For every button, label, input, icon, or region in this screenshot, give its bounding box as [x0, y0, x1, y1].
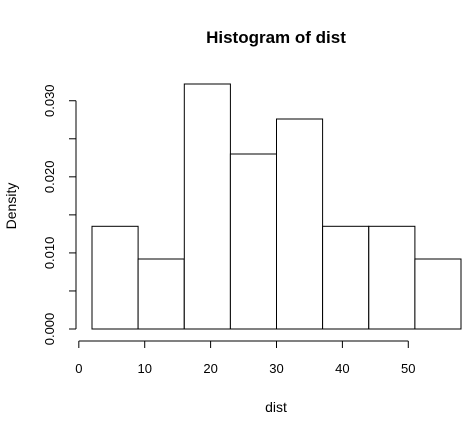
y-axis-label: Density — [3, 183, 19, 230]
y-tick-label-2: 0.020 — [42, 161, 57, 194]
histogram-bar-7 — [368, 225, 416, 330]
y-axis: 0.000 0.010 0.020 0.030 — [42, 84, 77, 346]
histogram-bar-2 — [137, 258, 185, 330]
histogram-bar-8 — [414, 258, 462, 330]
histogram-bar-4 — [229, 153, 277, 330]
y-tick-label-3: 0.030 — [42, 84, 57, 117]
histogram-bar-5 — [276, 118, 324, 330]
bars-group — [91, 83, 462, 330]
x-tick-label-3: 30 — [269, 361, 283, 376]
y-tick-label-0: 0.000 — [42, 313, 57, 346]
x-tick-label-2: 20 — [203, 361, 217, 376]
chart-title: Histogram of dist — [206, 28, 346, 47]
x-tick-label-5: 50 — [401, 361, 415, 376]
x-tick-label-0: 0 — [75, 361, 82, 376]
y-tick-label-1: 0.010 — [42, 237, 57, 270]
histogram-bar-6 — [322, 225, 370, 330]
histogram-bar-3 — [183, 83, 231, 330]
x-tick-label-1: 10 — [137, 361, 151, 376]
x-axis: 0 10 20 30 40 50 — [75, 340, 416, 376]
x-axis-label: dist — [265, 399, 287, 415]
x-tick-label-4: 40 — [335, 361, 349, 376]
histogram-bar-1 — [91, 225, 139, 330]
